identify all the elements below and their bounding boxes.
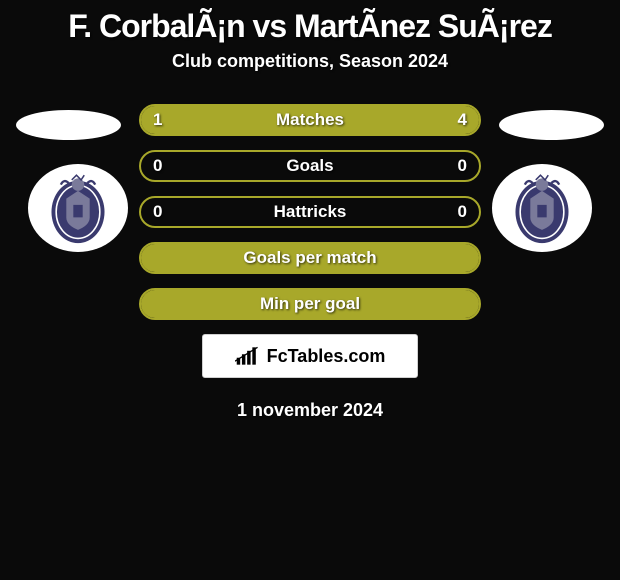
stat-bar: 14Matches [139,104,481,136]
comparison-area: 14Matches 00Goals 00Hattricks Goals per mat… [8,104,612,421]
bar-label: Goals per match [141,244,479,272]
date-label: 1 november 2024 [8,400,612,421]
logo-text: FcTables.com [267,346,386,367]
player-photo-left-placeholder [16,110,121,140]
bar-label: Matches [141,106,479,134]
club-crest-icon [503,169,581,247]
bar-label: Hattricks [141,198,479,226]
club-badge-right [492,164,592,252]
bar-chart-icon [235,345,261,367]
stat-bar: Min per goal [139,288,481,320]
site-logo: FcTables.com [202,334,418,378]
subtitle: Club competitions, Season 2024 [8,51,612,72]
stat-bar: 00Hattricks [139,196,481,228]
page-title: F. CorbalÃ¡n vs MartÃnez SuÃ¡rez [8,8,612,45]
club-crest-icon [39,169,117,247]
stat-bar: Goals per match [139,242,481,274]
comparison-bars: 14Matches 00Goals 00Hattricks Goals per mat… [139,104,481,320]
bar-label: Min per goal [141,290,479,318]
player-photo-right-placeholder [499,110,604,140]
stat-bar: 00Goals [139,150,481,182]
club-badge-left [28,164,128,252]
bar-label: Goals [141,152,479,180]
